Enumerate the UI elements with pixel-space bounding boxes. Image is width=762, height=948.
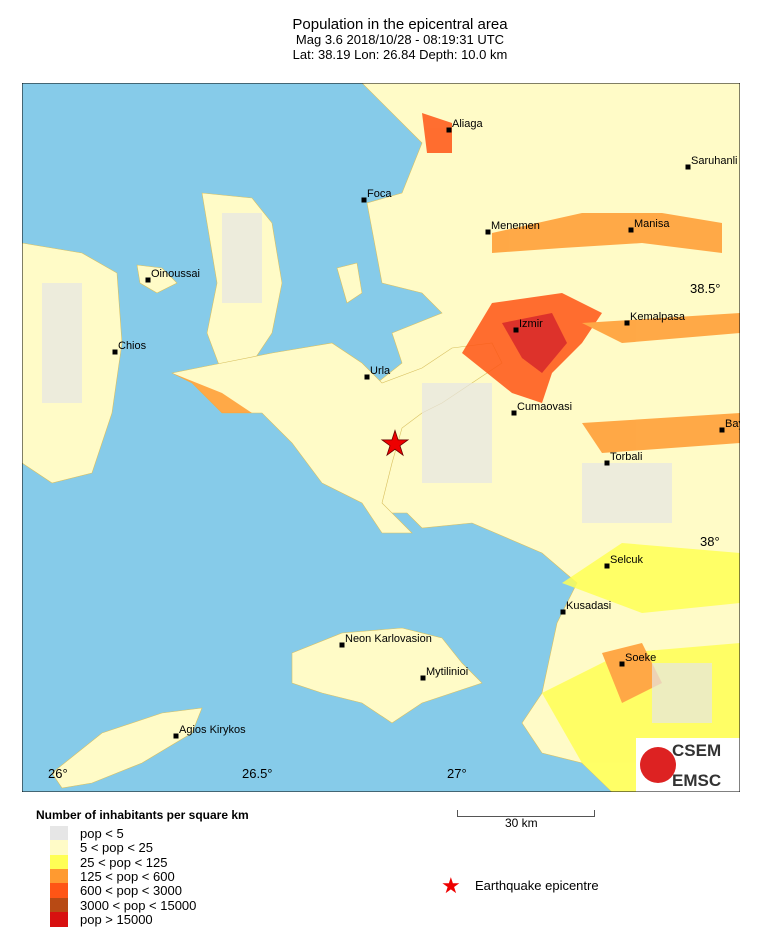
oinoussai-island [136,264,178,294]
city-marker [511,410,517,416]
city-marker [339,642,345,648]
map-title: Population in the epicentral area [292,16,508,33]
city-marker [624,320,630,326]
city-label: Menemen [491,220,540,232]
city-marker [446,127,452,133]
small-island [336,262,363,304]
city-label: Oinoussai [151,268,200,280]
city-marker [485,229,491,235]
population-map: Aliaga Foca Menemen Saruhanli Manisa Oinoussa… [22,83,740,792]
city-markers: Aliaga Foca Menemen Saruhanli Manisa Oinoussa… [112,118,740,739]
red-star-icon: ★ [380,425,410,463]
city-marker [364,374,370,380]
legend-swatch [50,854,68,870]
event-info: Mag 3.6 2018/10/28 - 08:19:31 UTC [295,32,505,47]
city-label: Selcuk [610,554,644,566]
event-location: Lat: 38.19 Lon: 26.84 Depth: 10.0 km [292,47,508,62]
city-marker [719,427,725,433]
city-marker [560,609,566,615]
lat-label: 38.5° [690,281,721,296]
legend-label: 3000 < pop < 15000 [80,897,197,913]
city-label: Kusadasi [566,600,611,612]
anatolia-mainland [351,83,740,792]
lat-label: 38° [700,534,720,549]
city-label: Manisa [634,218,670,230]
city-label: Bay [725,418,740,430]
svg-text:CSEM: CSEM [672,741,721,760]
legend-swatch [50,897,68,913]
city-label: Neon Karlovasion [345,633,432,645]
legend-label: 25 < pop < 125 [80,854,168,870]
legend-label: 125 < pop < 600 [80,868,175,884]
city-marker [685,164,691,170]
lon-label: 26.5° [242,766,273,781]
city-label: Aliaga [452,118,483,130]
city-marker [145,277,151,283]
city-label: Soeke [625,652,656,664]
city-marker [112,349,118,355]
city-label: Urla [370,365,391,377]
city-marker [604,460,610,466]
samos-island [291,627,483,724]
city-marker [628,227,634,233]
legend-label: 5 < pop < 25 [80,840,154,856]
legend-label: pop < 5 [80,826,124,841]
city-label: Cumaovasi [517,401,572,413]
ikaria-island [51,707,203,789]
svg-text:EMSC: EMSC [672,771,721,790]
city-label: Agios Kirykos [179,724,246,736]
epicentre-label: Earthquake epicentre [475,878,599,893]
city-label: Chios [118,340,147,352]
city-marker [619,661,625,667]
legend-swatch [50,911,68,927]
legend-swatch [50,868,68,884]
graticule-labels: 38.5° 38° 26° 26.5° 27° [48,281,721,781]
city-marker [173,733,179,739]
epicentre-star-icon: ★ [441,873,461,898]
city-marker [604,563,610,569]
lon-label: 26° [48,766,68,781]
legend-title: Number of inhabitants per square km [36,808,249,822]
legend-label: pop > 15000 [80,911,153,927]
city-label: Mytilinioi [426,666,468,678]
csem-emsc-logo: CSEM EMSC [636,738,740,792]
lon-label: 27° [447,766,467,781]
legend-swatch [50,883,68,899]
legend-swatch [50,840,68,856]
city-marker [361,197,367,203]
city-marker [513,327,519,333]
sparse-areas [42,213,712,723]
city-marker [420,675,426,681]
city-label: Saruhanli [691,155,737,167]
scale-bar [457,810,595,817]
legend-label: 600 < pop < 3000 [80,883,182,899]
city-label: Kemalpasa [630,311,686,323]
city-label: Izmir [519,318,543,330]
city-label: Foca [367,188,392,200]
legend-swatch [50,826,68,841]
city-label: Torbali [610,451,642,463]
scale-label: 30 km [505,816,538,830]
